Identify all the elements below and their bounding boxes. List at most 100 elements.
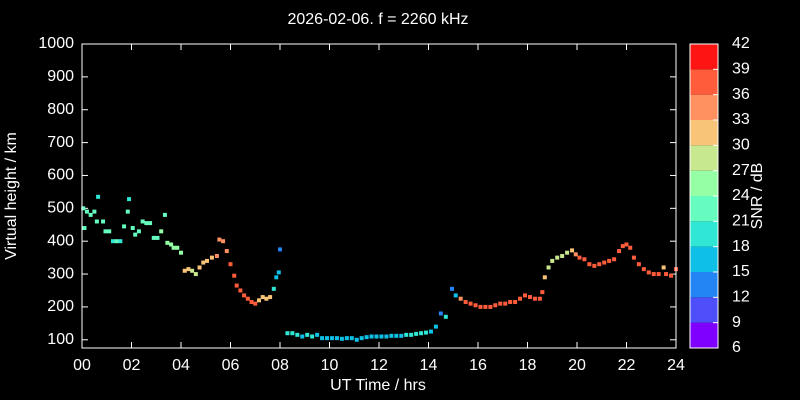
data-point bbox=[103, 229, 108, 234]
data-point bbox=[555, 255, 560, 260]
data-point bbox=[329, 336, 334, 341]
data-point bbox=[122, 224, 127, 229]
data-point bbox=[374, 334, 379, 339]
data-point bbox=[573, 252, 578, 257]
x-tick-label: 00 bbox=[73, 357, 91, 374]
data-point bbox=[463, 299, 468, 304]
data-point bbox=[349, 336, 354, 341]
colorbar-tick-label: 30 bbox=[732, 137, 750, 154]
data-point bbox=[468, 301, 473, 306]
data-point bbox=[617, 249, 622, 254]
data-point bbox=[612, 257, 617, 262]
x-tick-label: 12 bbox=[370, 357, 388, 374]
y-tick-label: 600 bbox=[47, 167, 74, 184]
data-point bbox=[389, 333, 394, 338]
data-point bbox=[339, 336, 344, 341]
data-point bbox=[224, 249, 229, 254]
data-point bbox=[127, 197, 132, 202]
y-tick-label: 1000 bbox=[38, 35, 74, 52]
y-tick-label: 300 bbox=[47, 265, 74, 282]
y-tick-label: 200 bbox=[47, 298, 74, 315]
data-point bbox=[305, 332, 310, 337]
data-point bbox=[107, 229, 112, 234]
data-point bbox=[537, 296, 542, 301]
data-point bbox=[169, 242, 174, 247]
data-point bbox=[620, 244, 625, 249]
x-tick-label: 14 bbox=[420, 357, 438, 374]
colorbar-tick-label: 12 bbox=[732, 289, 750, 306]
data-point bbox=[354, 337, 359, 342]
y-tick-label: 800 bbox=[47, 101, 74, 118]
data-point bbox=[498, 301, 503, 306]
data-point bbox=[433, 324, 438, 329]
data-point bbox=[414, 331, 419, 336]
y-axis-label: Virtual height / km bbox=[3, 132, 20, 260]
colorbar-segment bbox=[690, 272, 718, 298]
x-tick-label: 24 bbox=[667, 357, 685, 374]
data-point bbox=[295, 332, 300, 337]
data-point bbox=[369, 334, 374, 339]
data-point bbox=[133, 232, 138, 237]
colorbar-label: SNR / dB bbox=[749, 163, 766, 230]
colorbar-tick-label: 36 bbox=[732, 86, 750, 103]
data-point bbox=[661, 265, 666, 270]
data-point bbox=[560, 253, 565, 258]
data-point bbox=[550, 258, 555, 263]
data-point bbox=[540, 290, 545, 295]
colorbar-segment bbox=[690, 145, 718, 171]
data-point bbox=[253, 301, 258, 306]
data-point bbox=[334, 336, 339, 341]
data-point bbox=[624, 242, 629, 247]
y-tick-label: 400 bbox=[47, 232, 74, 249]
data-point bbox=[523, 293, 528, 298]
data-point bbox=[88, 212, 93, 217]
y-tick-label: 700 bbox=[47, 134, 74, 151]
data-point bbox=[221, 239, 226, 244]
data-point bbox=[197, 265, 202, 270]
data-point bbox=[186, 267, 191, 272]
data-point bbox=[565, 250, 570, 255]
colorbar-tick-label: 24 bbox=[732, 187, 750, 204]
data-point bbox=[488, 304, 493, 309]
data-point bbox=[473, 303, 478, 308]
x-tick-label: 22 bbox=[618, 357, 636, 374]
data-point bbox=[96, 194, 101, 199]
data-point bbox=[379, 334, 384, 339]
colorbar-segment bbox=[690, 69, 718, 95]
colorbar-tick-label: 15 bbox=[732, 263, 750, 280]
data-point bbox=[325, 336, 330, 341]
data-point bbox=[359, 336, 364, 341]
data-point bbox=[81, 206, 86, 211]
data-point bbox=[228, 262, 233, 267]
data-point bbox=[597, 262, 602, 267]
data-point bbox=[245, 296, 250, 301]
data-point bbox=[300, 334, 305, 339]
data-point bbox=[84, 209, 89, 214]
plot-frame bbox=[81, 43, 677, 349]
data-point bbox=[285, 331, 290, 336]
data-point bbox=[179, 250, 183, 255]
data-point bbox=[419, 331, 424, 336]
data-point bbox=[570, 248, 575, 253]
colorbar-segment bbox=[690, 297, 718, 323]
data-point bbox=[404, 332, 409, 337]
data-point bbox=[242, 293, 247, 298]
data-point bbox=[171, 245, 176, 250]
data-point bbox=[320, 336, 325, 341]
data-point bbox=[130, 226, 135, 231]
data-point bbox=[182, 268, 187, 273]
data-point bbox=[310, 334, 315, 339]
data-point bbox=[532, 296, 537, 301]
colorbar-segment bbox=[690, 221, 718, 247]
colorbar-tick-label: 27 bbox=[732, 162, 750, 179]
colorbar-tick-label: 39 bbox=[732, 61, 750, 78]
data-point bbox=[646, 270, 651, 275]
data-point bbox=[94, 219, 99, 224]
data-point bbox=[92, 209, 97, 214]
data-point bbox=[527, 295, 532, 300]
data-point bbox=[607, 258, 612, 263]
data-point bbox=[458, 296, 463, 301]
data-point bbox=[159, 229, 164, 234]
data-point bbox=[118, 239, 123, 244]
data-point bbox=[165, 240, 170, 245]
